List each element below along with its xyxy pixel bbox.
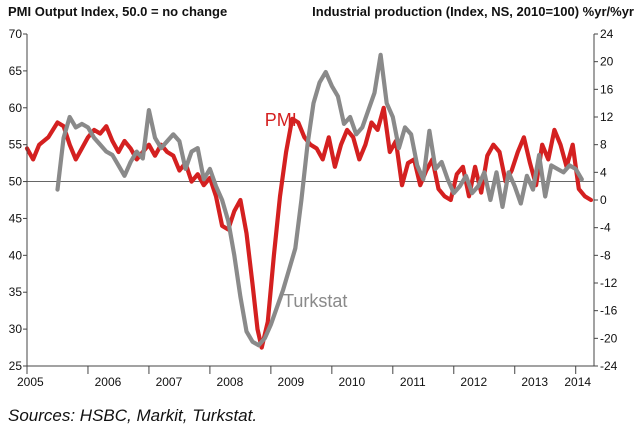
right-tick-label: 24 — [600, 27, 614, 41]
right-tick-label: -4 — [600, 221, 611, 235]
right-tick-label: 4 — [600, 165, 607, 179]
left-tick-label: 60 — [9, 101, 23, 115]
right-tick-label: 20 — [600, 55, 614, 69]
left-tick-label: 70 — [9, 27, 23, 41]
x-tick-label: 2005 — [17, 375, 44, 389]
x-tick-label: 2007 — [156, 375, 183, 389]
series-layer: PMI Turkstat — [24, 52, 594, 350]
left-tick-label: 50 — [9, 175, 23, 189]
right-tick-label: 0 — [600, 193, 607, 207]
right-tick-label: 8 — [600, 138, 607, 152]
x-tick-label: 2012 — [460, 375, 487, 389]
right-tick-label: -12 — [600, 276, 618, 290]
x-tick-label: 2010 — [338, 375, 365, 389]
left-tick-label: 40 — [9, 248, 23, 262]
right-tick-label: -16 — [600, 304, 618, 318]
chart-source-note: Sources: HSBC, Markit, Turkstat. — [8, 406, 258, 425]
x-tick-label: 2006 — [95, 375, 122, 389]
series-line-pmi — [24, 105, 594, 350]
left-tick-label: 35 — [9, 285, 23, 299]
left-tick-label: 55 — [9, 138, 23, 152]
right-tick-label: -24 — [600, 359, 618, 373]
x-tick-label: 2011 — [400, 375, 426, 389]
right-tick-label: -20 — [600, 331, 618, 345]
series-label-turkstat: Turkstat — [283, 291, 347, 311]
left-tick-label: 30 — [9, 322, 23, 336]
right-tick-label: -8 — [600, 248, 611, 262]
axes-layer: 25 30 35 40 45 50 55 60 65 70 -24 -20 -16 -12 -8 -4 0 4 8 1… — [9, 27, 618, 389]
x-tick-label: 2008 — [217, 375, 244, 389]
left-tick-label: 45 — [9, 211, 23, 225]
chart-title-right: Industrial production (Index, NS, 2010=1… — [312, 4, 634, 19]
series-label-pmi: PMI — [265, 110, 297, 130]
left-tick-label: 25 — [9, 359, 23, 373]
series-line-turkstat — [55, 52, 584, 348]
x-tick-label: 2014 — [564, 375, 591, 389]
chart-title-left: PMI Output Index, 50.0 = no change — [8, 4, 228, 19]
x-tick-label: 2009 — [278, 375, 305, 389]
left-tick-label: 65 — [9, 64, 23, 78]
right-tick-label: 16 — [600, 82, 614, 96]
x-tick-label: 2013 — [521, 375, 548, 389]
right-tick-label: 12 — [600, 110, 614, 124]
